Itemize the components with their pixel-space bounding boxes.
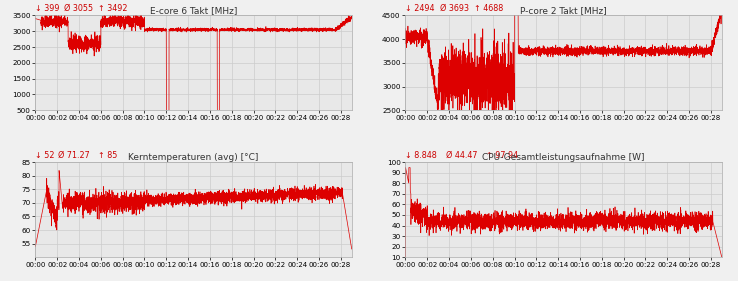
Title: CPU-Gesamtleistungsaufnahme [W]: CPU-Gesamtleistungsaufnahme [W] <box>483 153 645 162</box>
Text: ↑ 3492: ↑ 3492 <box>98 4 128 13</box>
Text: ↓ 52: ↓ 52 <box>35 151 55 160</box>
Text: ↑ 97.94: ↑ 97.94 <box>486 151 518 160</box>
Text: ↓ 2494: ↓ 2494 <box>405 4 435 13</box>
Text: ↓ 8.848: ↓ 8.848 <box>405 151 437 160</box>
Title: E-core 6 Takt [MHz]: E-core 6 Takt [MHz] <box>150 6 237 15</box>
Title: P-core 2 Takt [MHz]: P-core 2 Takt [MHz] <box>520 6 607 15</box>
Text: ↑ 85: ↑ 85 <box>98 151 118 160</box>
Text: ↓ 399: ↓ 399 <box>35 4 60 13</box>
Text: Ø 44.47: Ø 44.47 <box>446 151 477 160</box>
Title: Kerntemperaturen (avg) [°C]: Kerntemperaturen (avg) [°C] <box>128 153 259 162</box>
Text: ↑ 4688: ↑ 4688 <box>475 4 503 13</box>
Text: Ø 71.27: Ø 71.27 <box>58 151 90 160</box>
Text: Ø 3693: Ø 3693 <box>440 4 469 13</box>
Text: Ø 3055: Ø 3055 <box>64 4 93 13</box>
